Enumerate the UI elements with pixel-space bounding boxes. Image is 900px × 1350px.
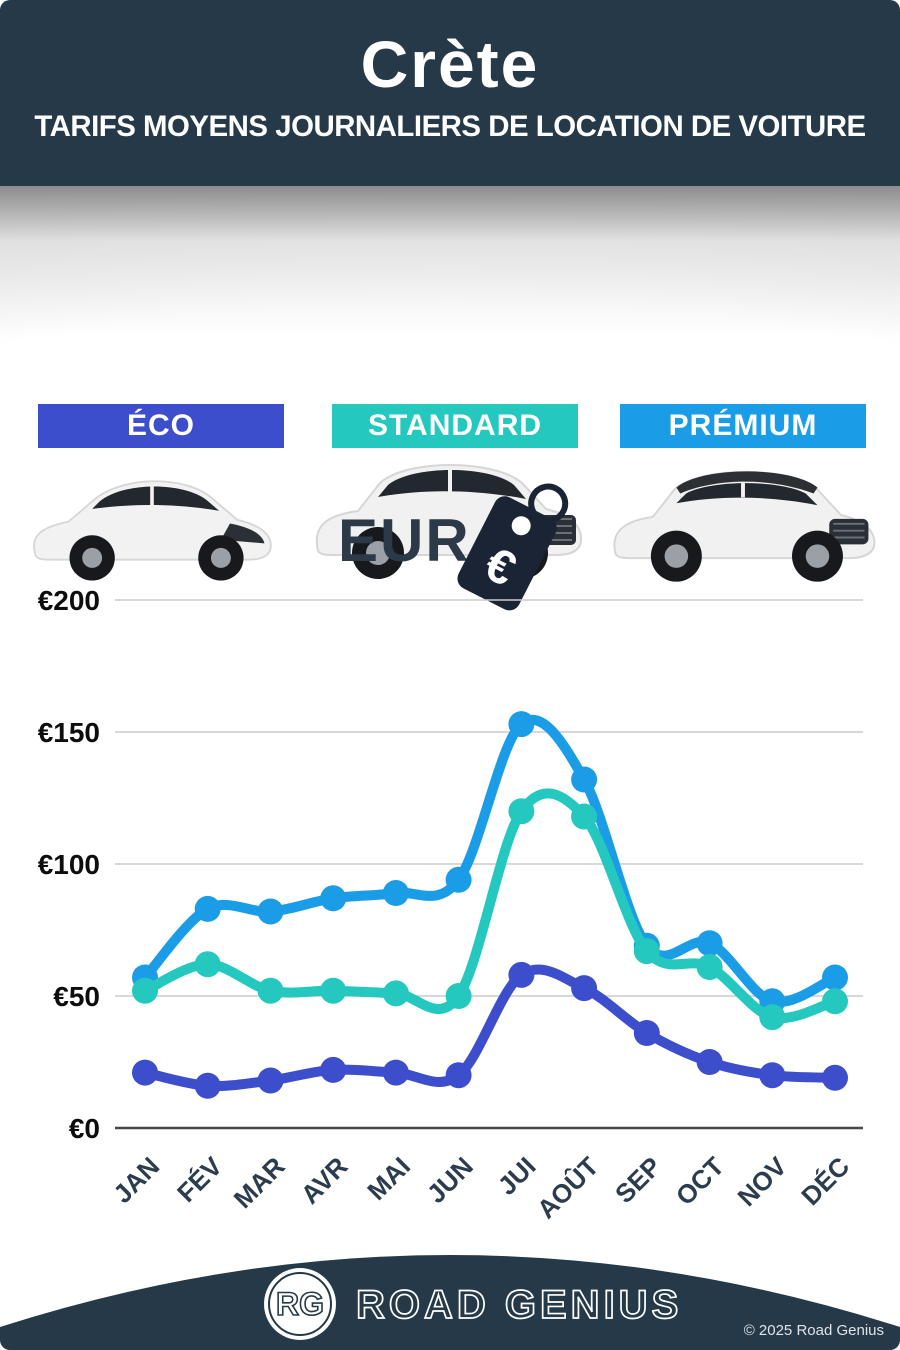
y-axis-tick-label: €150 [38,717,100,748]
data-point [696,1049,723,1075]
data-point [445,1062,472,1089]
data-point [382,1059,409,1086]
page-title: Crète [360,27,540,101]
x-axis-month-label: MAI [361,1151,416,1206]
data-point [822,964,848,991]
data-point [822,1064,848,1091]
x-axis-month-label: DÉC [795,1151,855,1211]
data-point [132,977,158,1004]
currency-row: EUR € [0,466,900,616]
data-point [759,1062,786,1089]
data-point [320,977,347,1004]
data-point [132,1059,158,1086]
data-point [696,930,723,957]
data-point [194,1072,221,1099]
footer-brand: ROAD GENIUS [356,1282,682,1328]
x-axis-month-label: NOV [731,1151,793,1213]
data-point [257,1067,284,1094]
x-axis-month-label: AVR [295,1151,354,1210]
data-point [633,1020,660,1046]
euro-price-tag-icon: € [457,483,569,611]
header: Crète TARIFS MOYENS JOURNALIERS DE LOCAT… [0,0,900,186]
x-axis-month-label: JUN [421,1151,479,1209]
data-point [194,895,221,922]
data-point [257,898,284,925]
data-point [571,766,598,793]
data-point [257,977,284,1004]
data-point [382,880,409,906]
category-label-premium: PRÉMIUM [620,404,866,448]
data-point [445,866,472,893]
eco-car-image [16,444,288,592]
data-point [571,975,598,1002]
x-axis-month-label: SEP [609,1151,667,1209]
category-label-standard-text: STANDARD [367,409,543,442]
data-point [320,1056,347,1083]
copyright-text: © 2025 Road Genius [743,1322,884,1339]
rates-line-chart: €0 €50 €100 €150 €200 JAN FÉV MAR AVR MAI JUN JUIAO… [38,585,863,1224]
y-axis-tick-label: €50 [53,981,100,1012]
data-point [571,803,598,830]
category-label-premium-text: PRÉMIUM [668,409,818,442]
category-label-standard: STANDARD [332,404,578,448]
y-axis-tick-label: €100 [38,849,100,880]
data-point [508,798,535,825]
x-axis-month-label: MAR [228,1151,291,1214]
x-axis-month-label: FÉV [171,1151,228,1208]
x-axis-month-label: OCT [670,1151,730,1211]
x-axis-month-label: JUI [492,1151,542,1201]
data-point [320,885,347,912]
data-point [445,983,472,1009]
y-axis-tick-label: €0 [69,1113,100,1144]
data-point [633,938,660,965]
data-point [822,988,848,1015]
series-line-prémium [140,714,840,1008]
logo-initials: RG [276,1286,324,1322]
category-label-eco-text: ÉCO [126,409,195,442]
data-point [382,980,409,1007]
data-point [759,1004,786,1031]
currency-label: EUR [338,507,471,574]
x-axis-month-label: AOÛT [531,1151,604,1224]
footer-curve [0,1255,900,1350]
x-axis-month-label: JAN [107,1151,165,1209]
page-subtitle: TARIFS MOYENS JOURNALIERS DE LOCATION DE… [34,110,866,143]
data-point [508,711,535,738]
y-axis-tick-label: €200 [38,585,100,616]
category-label-eco: ÉCO [38,404,284,448]
data-point [696,954,723,980]
road-genius-logo-icon: RG [264,1268,336,1340]
premium-car-image [596,436,890,594]
data-point [508,961,535,988]
data-point [194,951,221,978]
brand-name: ROAD GENIUS [356,1283,682,1327]
